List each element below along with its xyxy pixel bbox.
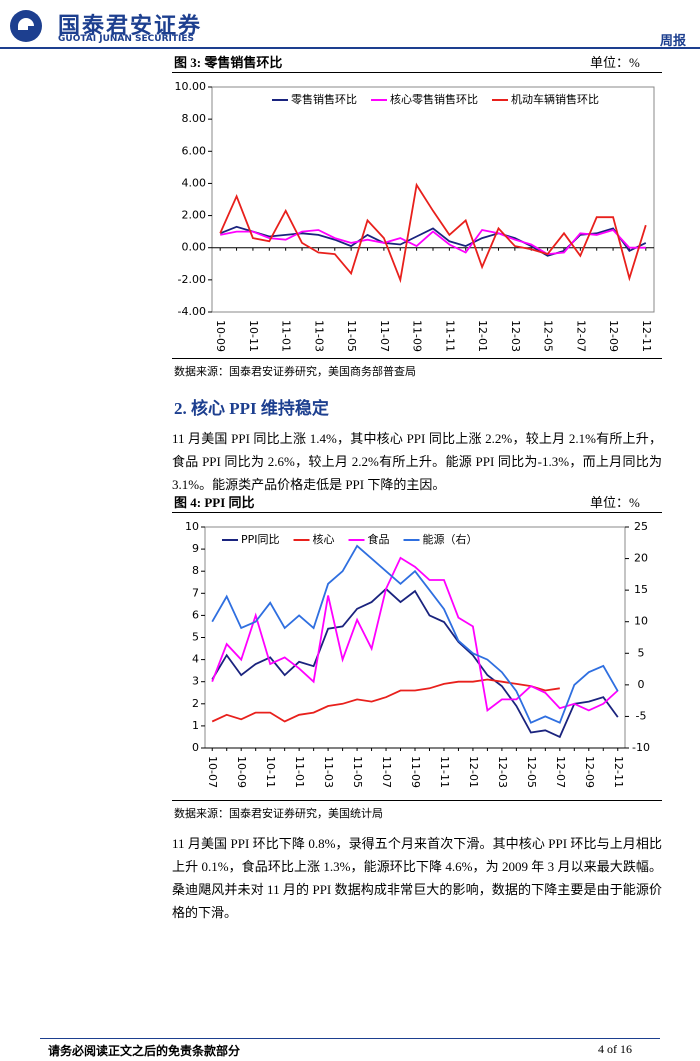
y2-tick-label: -10 <box>632 741 650 754</box>
series-line <box>220 228 646 256</box>
paragraph: 11 月美国 PPI 环比下降 0.8%，录得五个月来首次下滑。其中核心 PPI… <box>172 836 662 920</box>
y-tick-label: -2.00 <box>178 273 206 286</box>
brand-en: GUOTAI JUNAN SECURITIES <box>58 34 194 44</box>
series-line <box>211 556 619 713</box>
legend-label: 核心零售销售环比 <box>390 92 478 106</box>
series-line <box>211 678 560 723</box>
x-tick-label: 12-03 <box>509 320 522 352</box>
x-tick-label: 12-07 <box>554 756 567 788</box>
paragraph: 11 月美国 PPI 同比上涨 1.4%，其中核心 PPI 同比上涨 2.2%，… <box>172 431 662 492</box>
figure-caption: 图 4: PPI 同比 <box>174 495 255 510</box>
series-line <box>219 182 647 284</box>
x-tick-label: 11-01 <box>280 320 293 352</box>
chart: 0 1 2 3 4 5 6 7 8 9 10 -10 -5 0 5 10 15 20 25 10-07 10-09 10-… <box>185 520 650 788</box>
series-line <box>211 587 619 739</box>
y2-tick-label: 15 <box>634 583 648 596</box>
y-tick-label: 5 <box>192 631 199 644</box>
footer-rule <box>40 1038 660 1039</box>
x-tick-label: 10-09 <box>235 756 248 788</box>
x-tick-label: 11-05 <box>345 320 358 352</box>
y-tick-label: 2.00 <box>182 209 207 222</box>
y-tick-label: 10 <box>185 520 199 533</box>
x-tick-label: 11-11 <box>438 756 451 788</box>
legend-label: 能源（右） <box>423 532 478 546</box>
y-tick-label: 1 <box>192 719 199 732</box>
section-heading: 2. 核心 PPI 维持稳定 <box>174 399 329 418</box>
legend-label: 零售销售环比 <box>291 92 357 106</box>
series-line <box>211 544 619 724</box>
x-tick-label: 10-09 <box>214 320 227 352</box>
y2-tick-label: 25 <box>634 520 648 533</box>
x-tick-label: 12-09 <box>607 320 620 352</box>
figure-unit: 单位：% <box>590 55 640 70</box>
source: 数据来源：国泰君安证券研究，美国统计局 <box>174 808 383 820</box>
x-tick-label: 11-03 <box>312 320 325 352</box>
y-tick-label: 0 <box>192 741 199 754</box>
y2-tick-label: 20 <box>634 552 648 565</box>
logo <box>10 10 42 42</box>
x-tick-label: 10-07 <box>206 756 219 788</box>
y-tick-label: 6 <box>192 608 199 621</box>
x-tick-label: 12-11 <box>640 320 653 352</box>
x-tick-label: 12-07 <box>574 320 587 352</box>
y2-tick-label: 5 <box>638 646 645 659</box>
x-tick-label: 12-05 <box>525 756 538 788</box>
source-rule <box>172 800 662 801</box>
y-tick-label: 6.00 <box>182 144 207 157</box>
y-tick-label: 7 <box>192 586 199 599</box>
x-tick-label: 12-03 <box>496 756 509 788</box>
legend-label: 食品 <box>368 532 390 546</box>
y-tick-label: 3 <box>192 675 199 688</box>
y2-tick-label: -5 <box>636 709 647 722</box>
y-tick-label: 9 <box>192 542 199 555</box>
chart: -4.00 -2.00 0.00 2.00 4.00 6.00 8.00 10.00 10-09… <box>175 80 655 352</box>
y2-tick-label: 0 <box>638 678 645 691</box>
x-tick-label: 12-01 <box>467 756 480 788</box>
x-tick-label: 11-11 <box>443 320 456 352</box>
x-tick-label: 11-03 <box>322 756 335 788</box>
caption-rule <box>172 72 662 73</box>
x-tick-label: 10-11 <box>247 320 260 352</box>
caption-rule <box>172 512 662 513</box>
x-tick-label: 11-07 <box>378 320 391 352</box>
x-tick-label: 11-05 <box>351 756 364 788</box>
brand: 国泰君安证券 <box>58 13 203 38</box>
y-tick-label: 4.00 <box>182 176 207 189</box>
y2-tick-label: 10 <box>634 615 648 628</box>
x-tick-label: 11-09 <box>409 756 422 788</box>
source-rule <box>172 358 662 359</box>
y-tick-label: 4 <box>192 653 199 666</box>
x-tick-label: 10-11 <box>264 756 277 788</box>
x-tick-label: 11-01 <box>293 756 306 788</box>
y-tick-label: 2 <box>192 697 199 710</box>
x-tick-label: 12-05 <box>542 320 555 352</box>
report-type: 周报 <box>659 33 686 48</box>
legend-label: 机动车辆销售环比 <box>511 92 599 106</box>
x-tick-label: 12-11 <box>612 756 625 788</box>
legend-label: PPI同比 <box>241 533 280 546</box>
plot-frame <box>211 86 655 313</box>
y-tick-label: 8 <box>192 564 199 577</box>
figure-unit: 单位：% <box>590 495 640 510</box>
x-tick-label: 12-09 <box>583 756 596 788</box>
source: 数据来源：国泰君安证券研究，美国商务部普查局 <box>174 366 416 378</box>
header-rule <box>0 47 700 49</box>
x-tick-label: 12-01 <box>476 320 489 352</box>
y-tick-label: 0.00 <box>182 241 207 254</box>
y-tick-label: -4.00 <box>178 305 206 318</box>
x-tick-label: 11-09 <box>411 320 424 352</box>
y-tick-label: 10.00 <box>175 80 207 93</box>
y-tick-label: 8.00 <box>182 112 207 125</box>
figure-caption: 图 3: 零售销售环比 <box>174 55 283 70</box>
x-tick-label: 11-07 <box>380 756 393 788</box>
page-number: 4 of 16 <box>598 1042 632 1056</box>
legend-label: 核心 <box>313 532 335 546</box>
disclaimer: 请务必阅读正文之后的免责条款部分 <box>48 1044 241 1058</box>
